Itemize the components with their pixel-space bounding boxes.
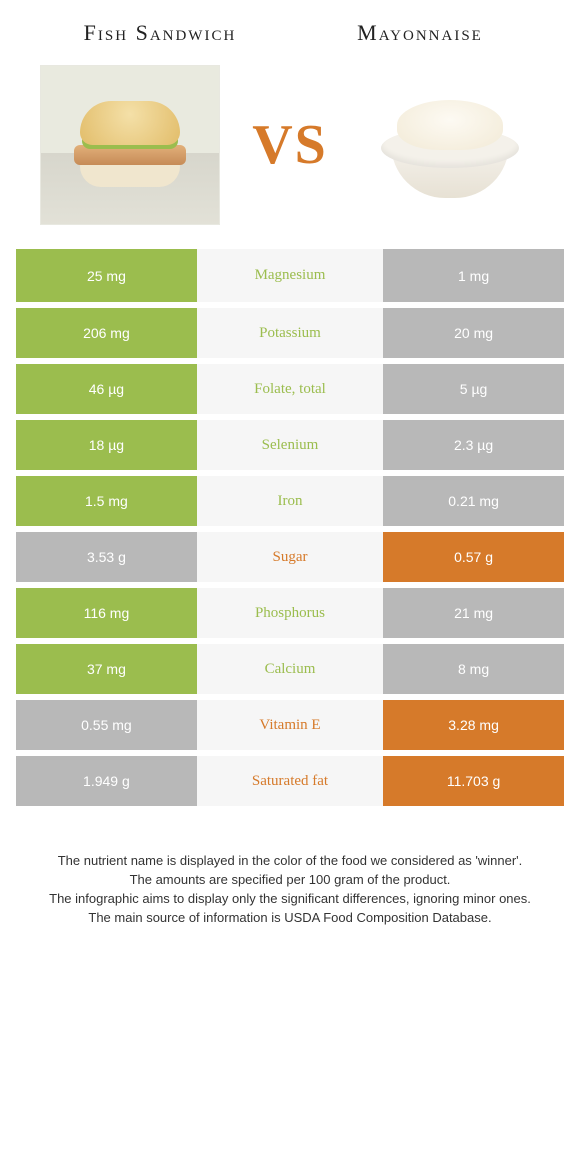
footnote-line: The nutrient name is displayed in the co…: [32, 852, 548, 871]
nutrient-name: Vitamin E: [197, 697, 383, 753]
nutrient-name: Folate, total: [197, 361, 383, 417]
footnote-line: The infographic aims to display only the…: [32, 890, 548, 909]
footnote-line: The main source of information is USDA F…: [32, 909, 548, 928]
value-b: 5 µg: [383, 361, 564, 417]
table-row: 206 mgPotassium20 mg: [16, 305, 564, 361]
table-row: 1.949 gSaturated fat11.703 g: [16, 753, 564, 809]
value-b: 11.703 g: [383, 753, 564, 809]
value-a: 1.949 g: [16, 753, 197, 809]
value-a: 46 µg: [16, 361, 197, 417]
value-a: 3.53 g: [16, 529, 197, 585]
mayo-bowl-icon: [375, 90, 525, 200]
food-a-image: [40, 65, 220, 225]
nutrient-name: Phosphorus: [197, 585, 383, 641]
value-a: 37 mg: [16, 641, 197, 697]
table-row: 1.5 mgIron0.21 mg: [16, 473, 564, 529]
value-b: 21 mg: [383, 585, 564, 641]
hero-row: VS: [0, 55, 580, 245]
value-a: 116 mg: [16, 585, 197, 641]
value-b: 0.57 g: [383, 529, 564, 585]
table-row: 3.53 gSugar0.57 g: [16, 529, 564, 585]
nutrient-name: Potassium: [197, 305, 383, 361]
nutrient-name: Iron: [197, 473, 383, 529]
value-b: 1 mg: [383, 249, 564, 305]
table-row: 25 mgMagnesium1 mg: [16, 249, 564, 305]
value-b: 3.28 mg: [383, 697, 564, 753]
value-b: 0.21 mg: [383, 473, 564, 529]
nutrient-name: Selenium: [197, 417, 383, 473]
table-row: 116 mgPhosphorus21 mg: [16, 585, 564, 641]
nutrient-name: Saturated fat: [197, 753, 383, 809]
value-a: 18 µg: [16, 417, 197, 473]
value-b: 2.3 µg: [383, 417, 564, 473]
table-row: 18 µgSelenium2.3 µg: [16, 417, 564, 473]
title-food-a: Fish Sandwich: [60, 20, 260, 45]
sandwich-icon: [70, 95, 190, 195]
value-a: 1.5 mg: [16, 473, 197, 529]
title-food-b: Mayonnaise: [320, 20, 520, 45]
nutrient-name: Magnesium: [197, 249, 383, 305]
nutrient-name: Sugar: [197, 529, 383, 585]
value-a: 206 mg: [16, 305, 197, 361]
footnote: The nutrient name is displayed in the co…: [32, 852, 548, 927]
food-b-image: [360, 65, 540, 225]
nutrient-name: Calcium: [197, 641, 383, 697]
footnote-line: The amounts are specified per 100 gram o…: [32, 871, 548, 890]
table-row: 37 mgCalcium8 mg: [16, 641, 564, 697]
table-row: 46 µgFolate, total5 µg: [16, 361, 564, 417]
value-a: 0.55 mg: [16, 697, 197, 753]
table-row: 0.55 mgVitamin E3.28 mg: [16, 697, 564, 753]
vs-label: VS: [252, 113, 328, 177]
value-b: 20 mg: [383, 305, 564, 361]
header: Fish Sandwich Mayonnaise: [0, 0, 580, 55]
value-a: 25 mg: [16, 249, 197, 305]
value-b: 8 mg: [383, 641, 564, 697]
nutrient-table: 25 mgMagnesium1 mg206 mgPotassium20 mg46…: [16, 249, 564, 812]
